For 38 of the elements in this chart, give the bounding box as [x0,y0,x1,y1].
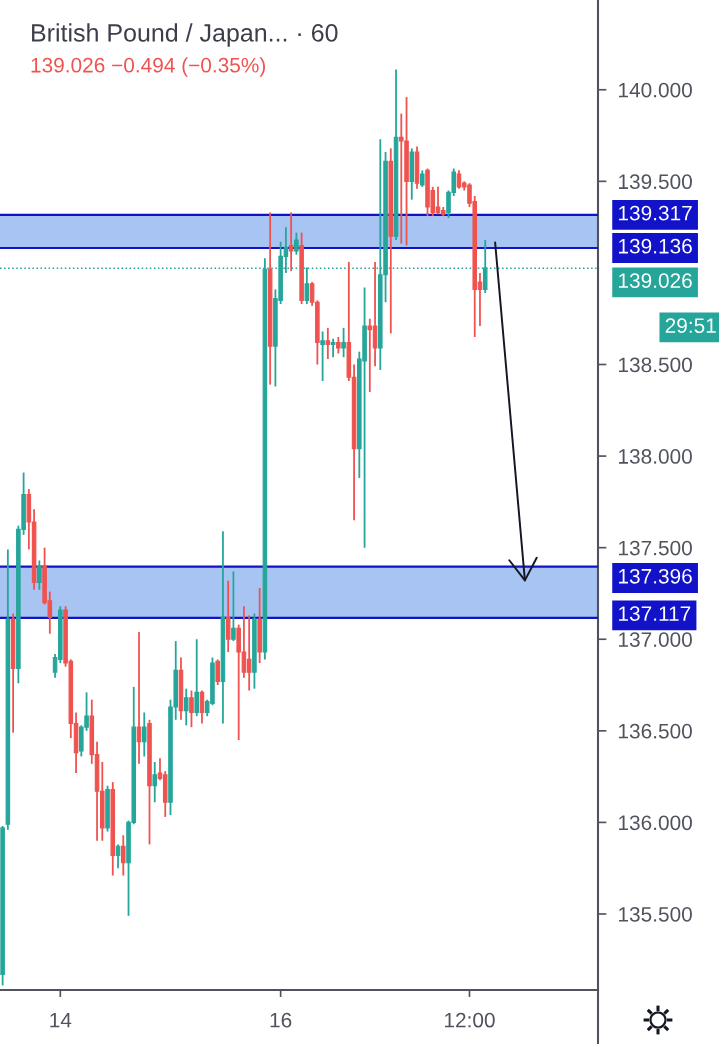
candlestick [320,330,325,382]
candlestick [246,614,252,692]
candlestick [341,326,346,359]
text: 139.026 −0.494 (−0.35%) [31,57,265,77]
x-tick-label: 16 [270,1012,292,1028]
candlestick [325,326,331,360]
ref-line-label: 139.136 [619,238,692,254]
x-tick-label: 12:00 [445,1012,495,1028]
x-tick-label: 14 [50,1012,72,1028]
candlestick [37,559,42,591]
candlestick [120,834,126,877]
y-tick-label: 135.500 [619,906,692,922]
text: 29:51 [665,318,716,334]
y-tick-label: 136.000 [619,815,692,831]
y-tick-label: 138.500 [619,357,692,373]
y-tick-label: 137.500 [619,540,692,556]
candlestick [189,689,194,729]
ref-line-label: 139.317 [619,205,692,221]
candlestick [294,231,299,256]
y-tick-label: 139.500 [619,174,692,190]
candlestick [141,711,147,758]
candlestick [225,579,231,653]
y-tick-label: 137.000 [619,632,692,647]
ref-line-label: 137.117 [619,606,691,621]
ref-line-label: 137.396 [619,568,692,584]
candlestick [215,658,220,686]
candlestick [231,570,236,642]
candlestick [152,761,158,804]
candlestick [194,638,199,718]
candlestick [367,317,373,393]
ref-line-label: 139.026 [619,273,692,289]
candlestick [288,211,294,272]
candlestick [330,337,336,359]
text: British Pound / Japan... · 60 [32,23,338,47]
y-tick-label: 136.500 [619,723,692,739]
candlestick [183,687,189,727]
y-tick-label: 138.000 [619,449,692,464]
y-tick-label: 140.000 [619,82,692,98]
